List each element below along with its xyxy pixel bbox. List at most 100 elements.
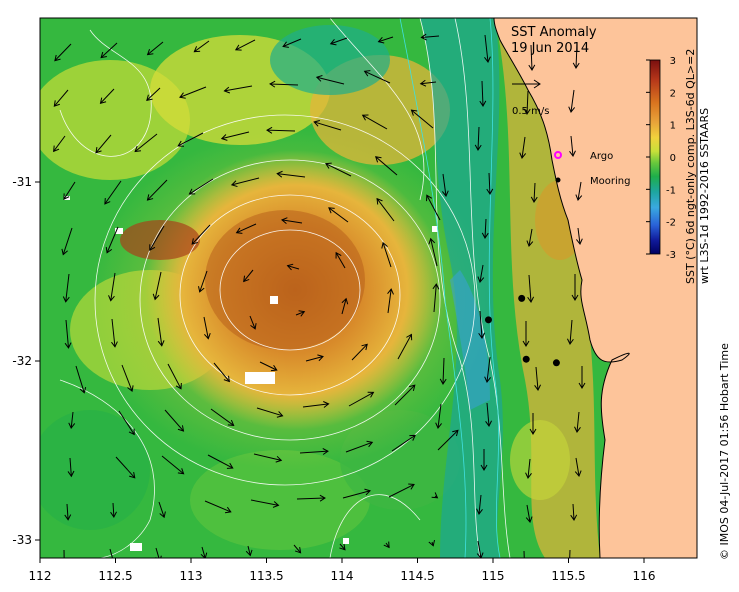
current-vector-arrow	[525, 504, 533, 523]
reference-vector: 0.5 m/s	[512, 79, 549, 117]
lon-tick-label: 112	[29, 569, 52, 583]
current-vector-arrow	[191, 224, 211, 245]
current-vector-arrow	[394, 384, 416, 406]
current-vector-arrow	[474, 126, 482, 151]
current-vector-arrow	[428, 237, 438, 267]
lon-tick-label: 112.5	[98, 569, 132, 583]
current-vector-arrow	[280, 217, 303, 224]
lat-tick-label: -32	[12, 354, 32, 368]
current-vector-arrow	[296, 494, 326, 502]
colorbar-ramp	[649, 59, 661, 255]
current-vector-arrow	[525, 458, 532, 479]
colorbar-tick-label: -1	[666, 185, 676, 196]
current-vector-arrow	[420, 33, 440, 41]
current-vector-arrow	[100, 42, 118, 59]
lat-tick-label: -31	[12, 175, 32, 189]
current-vector-arrow	[282, 38, 302, 48]
argo-label: Argo	[590, 151, 613, 162]
current-vector-arrow	[115, 456, 136, 479]
map-date: 19 Jun 2014	[511, 41, 589, 56]
current-vector-arrow	[293, 544, 302, 554]
current-vector-arrow	[568, 89, 576, 113]
current-vector-arrow	[328, 207, 349, 223]
map-title: SST Anomaly	[511, 25, 597, 40]
current-vector-arrow	[578, 366, 586, 389]
current-vector-arrow	[223, 85, 253, 94]
latitude-axis: -31 -32 -33	[12, 175, 40, 547]
current-vector-arrow	[426, 194, 441, 221]
current-vector-arrow	[572, 43, 580, 69]
current-vector-arrow	[486, 172, 494, 195]
current-vector-arrow	[361, 114, 388, 130]
current-vector-arrow	[484, 34, 491, 63]
current-vector-arrow	[203, 316, 211, 340]
current-vector-arrow	[109, 548, 113, 558]
current-vector-arrow	[477, 264, 485, 283]
current-vector-arrow	[428, 539, 436, 547]
current-vector-arrow	[167, 363, 182, 390]
bathymetry-contours	[399, 18, 501, 558]
current-vector-arrow	[146, 41, 164, 56]
current-vector-arrow	[439, 357, 447, 385]
current-vector-arrow	[574, 411, 581, 433]
current-vector-arrow	[569, 549, 571, 558]
current-vector-arrow	[481, 218, 489, 239]
current-vector-arrow	[570, 503, 578, 521]
current-vector-arrow	[105, 226, 119, 254]
mooring-marker	[552, 359, 560, 367]
current-vector-arrow	[213, 362, 230, 383]
current-vector-arrow	[523, 90, 531, 115]
current-vector-arrow	[484, 356, 491, 383]
current-vector-arrow	[522, 321, 530, 347]
current-vector-arrow	[305, 354, 324, 362]
current-vector-arrow	[149, 225, 165, 251]
current-vector-arrow	[54, 43, 72, 62]
current-vector-arrow	[383, 541, 390, 549]
current-vector-arrow	[64, 503, 72, 521]
current-vector-arrow	[266, 126, 296, 134]
current-vector-arrow	[534, 366, 542, 391]
current-vector-arrow	[235, 223, 257, 234]
current-vector-arrow	[220, 131, 250, 141]
current-vector-arrow	[200, 546, 208, 558]
current-vector-arrow	[566, 319, 574, 345]
current-vector-arrow	[527, 274, 535, 303]
current-vector-arrow	[53, 89, 69, 107]
current-vector-arrow	[325, 162, 352, 177]
current-vector-arrow	[68, 411, 76, 430]
current-vector-arrow	[111, 318, 118, 348]
current-vector-arrow	[210, 408, 235, 427]
current-vector-arrow	[108, 272, 116, 302]
current-vector-arrow	[315, 75, 345, 85]
current-vector-arrow	[529, 413, 537, 435]
current-vector-arrow	[363, 70, 391, 84]
lon-tick-label: 115	[482, 569, 505, 583]
current-vector-arrow	[530, 182, 538, 203]
current-vector-arrow	[63, 549, 65, 558]
current-vector-arrow	[479, 80, 487, 107]
current-vector-arrow	[179, 86, 207, 99]
current-vector-arrow	[377, 36, 394, 44]
current-vector-arrow	[198, 270, 208, 293]
current-vector-arrow	[302, 401, 330, 408]
current-vector-arrow	[99, 88, 115, 104]
current-vector-arrow	[75, 365, 87, 394]
current-vector-arrow	[61, 227, 73, 256]
current-vector-arrow	[245, 545, 253, 557]
current-vector-arrow	[526, 228, 534, 247]
current-vector-arrow	[276, 170, 306, 178]
current-vector-arrow	[329, 37, 348, 46]
longitude-axis: 112 112.5 113 113.5 114 114.5 115 115.5 116	[29, 558, 655, 583]
current-vector-arrow	[345, 440, 374, 453]
current-vector-arrow	[387, 288, 394, 314]
imos-credit: © IMOS 04-Jul-2017 01:56 Hobart Time	[718, 343, 731, 560]
current-vector-arrow	[152, 271, 162, 301]
colorbar-tick-label: 1	[670, 121, 676, 132]
current-vector-arrow	[193, 40, 210, 53]
current-vector-arrow	[146, 87, 161, 102]
current-vector-arrow	[480, 449, 488, 471]
current-vector-arrow	[110, 502, 117, 518]
reference-vector-label: 0.5 m/s	[512, 106, 549, 117]
current-vector-arrow	[121, 364, 134, 393]
current-vector-arrow	[146, 179, 168, 201]
